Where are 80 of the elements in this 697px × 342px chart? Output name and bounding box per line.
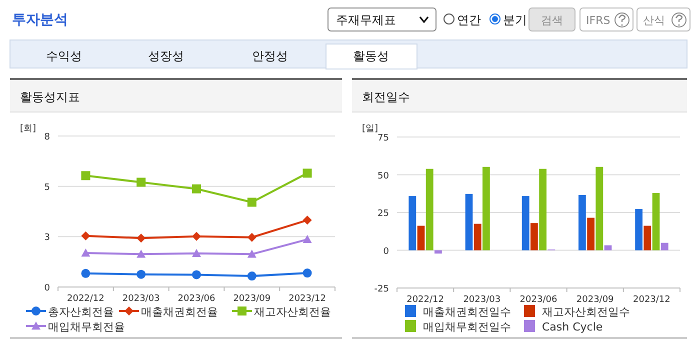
point — [136, 178, 146, 187]
y-tick-label: 50 — [378, 171, 390, 182]
text: 수익성 — [46, 49, 82, 63]
x-tick-label: 2023/03 — [122, 294, 160, 304]
x-tick-label: 2023/06 — [520, 295, 558, 305]
point — [192, 232, 201, 241]
point — [302, 216, 312, 225]
legend-label: 매입채무회전일수 — [423, 320, 511, 334]
y-tick-label: 8 — [44, 132, 50, 142]
x-tick-label: 2023/03 — [463, 295, 501, 305]
y-tick-label: 75 — [378, 134, 389, 144]
y-tick-label: 5 — [44, 182, 50, 193]
bar — [578, 194, 586, 250]
bar — [417, 226, 425, 250]
legend-label: 매출채권회전일수 — [423, 306, 511, 318]
legend-label: 재고자산회전일수 — [542, 306, 630, 318]
text: 투자분석 — [12, 12, 68, 28]
text: 검색 — [541, 14, 563, 27]
bar — [465, 194, 473, 250]
bar — [635, 209, 642, 250]
text: 활동성 — [353, 49, 389, 63]
text: 연간 — [457, 13, 481, 27]
legend-label: 총자산회전율 — [48, 306, 114, 318]
bar — [587, 218, 594, 250]
x-tick-label: 2022/12 — [406, 295, 444, 305]
point — [81, 268, 90, 278]
point — [302, 234, 312, 244]
point — [247, 232, 256, 242]
x-tick-label: 2022/12 — [67, 294, 104, 304]
bar — [660, 242, 668, 250]
bar — [426, 168, 434, 250]
bar — [408, 196, 416, 250]
y-tick-label: 25 — [378, 209, 389, 219]
bar — [482, 166, 490, 250]
chart-title: 활동성지표 — [20, 90, 80, 104]
text: 안정성 — [252, 49, 288, 63]
point — [192, 248, 201, 258]
y-tick-label: 3 — [44, 233, 50, 244]
point — [247, 250, 256, 258]
point — [247, 198, 256, 207]
point — [81, 248, 90, 257]
point — [302, 268, 312, 278]
chart-title: 회전일수 — [362, 90, 410, 104]
text: 산식 — [643, 14, 665, 27]
text: 분기 — [503, 13, 527, 27]
legend-label: Cash Cycle — [542, 320, 603, 334]
y-axis-title: [회] — [20, 124, 36, 134]
bar — [644, 226, 652, 250]
text: 주재무제표 — [336, 13, 396, 27]
text: IFRS — [586, 14, 610, 27]
x-tick-label: 2023/09 — [233, 294, 271, 304]
y-tick-label: 0 — [44, 284, 50, 294]
bar — [522, 196, 530, 250]
point — [192, 184, 201, 194]
bar — [652, 193, 660, 250]
point — [136, 270, 146, 279]
y-tick-label: 0 — [383, 246, 390, 257]
legend-label: 재고자산회전율 — [254, 306, 331, 318]
point — [302, 168, 312, 178]
x-tick-label: 2023/12 — [633, 295, 670, 305]
bar — [596, 166, 604, 250]
bar — [434, 250, 442, 254]
x-tick-label: 2023/09 — [576, 295, 614, 305]
point — [81, 231, 90, 240]
y-axis-title: [일] — [362, 124, 378, 134]
x-tick-label: 2023/12 — [288, 294, 326, 304]
bar — [539, 168, 546, 250]
bar — [604, 245, 612, 250]
point — [136, 234, 146, 243]
text: 성장성 — [148, 49, 184, 63]
y-tick-label: -25 — [374, 284, 389, 294]
legend-label: 매출채권회전율 — [141, 306, 218, 318]
legend-label: 매입채무회전율 — [48, 320, 125, 334]
point — [81, 171, 90, 180]
x-tick-label: 2023/06 — [178, 294, 216, 304]
bar — [474, 224, 482, 250]
point — [247, 272, 256, 281]
point — [136, 250, 146, 258]
bar — [530, 223, 538, 250]
point — [192, 270, 201, 280]
